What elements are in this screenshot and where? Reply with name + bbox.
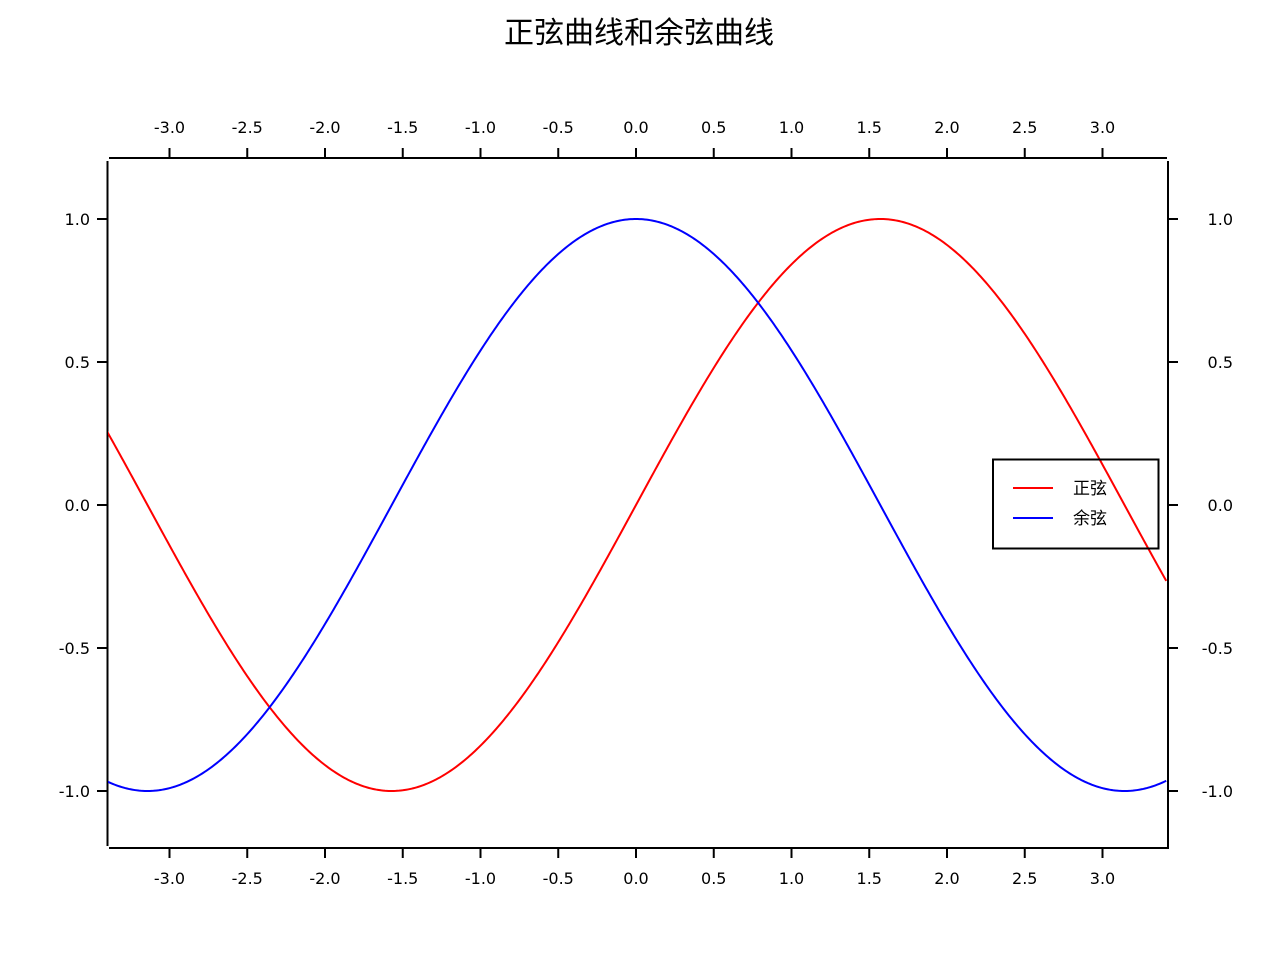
- x-tick-label-bottom: -2.0: [309, 869, 340, 888]
- x-tick-label-bottom: -2.5: [232, 869, 263, 888]
- y-tick-label-left: 0.0: [65, 496, 90, 515]
- x-axis-top-ticks: -3.0 -2.5 -2.0 -1.5 -1.0 -0.5 0.0 0.5 1.0 1.5 2.0 2…: [154, 118, 1115, 158]
- y-axis-right-ticks: 1.0 0.5 0.0 -0.5 -1.0: [1168, 210, 1233, 801]
- x-tick-label-bottom: 1.5: [857, 869, 882, 888]
- y-tick-label-right: 0.0: [1208, 496, 1233, 515]
- x-tick-label-bottom: 2.0: [934, 869, 959, 888]
- y-tick-label-right: 0.5: [1208, 353, 1233, 372]
- x-tick-label-top: 1.5: [857, 118, 882, 137]
- legend-box: [992, 458, 1160, 550]
- legend-label-cosine: 余弦: [1073, 509, 1107, 529]
- sine-series-line: [108, 217, 1168, 793]
- x-tick-label-bottom: 0.5: [701, 869, 726, 888]
- y-tick-label-right: -1.0: [1202, 782, 1233, 801]
- series-layer: [108, 217, 1168, 793]
- x-tick-label-top: 2.0: [934, 118, 959, 137]
- x-tick-label-top: -0.5: [543, 118, 574, 137]
- x-tick-label-top: -2.0: [309, 118, 340, 137]
- x-tick-label-top: -3.0: [154, 118, 185, 137]
- x-tick-label-top: -2.5: [232, 118, 263, 137]
- y-tick-label-left: -1.0: [59, 782, 90, 801]
- y-tick-label-left: -0.5: [59, 639, 90, 658]
- x-tick-label-bottom: -3.0: [154, 869, 185, 888]
- x-tick-label-bottom: 0.0: [623, 869, 648, 888]
- legend-label-sine: 正弦: [1073, 479, 1107, 499]
- x-tick-label-top: 0.5: [701, 118, 726, 137]
- x-tick-label-bottom: 2.5: [1012, 869, 1037, 888]
- x-axis-bottom-ticks: -3.0 -2.5 -2.0 -1.5 -1.0 -0.5 0.0 0.5 1.0 1.5 2.0 2…: [154, 848, 1115, 888]
- x-tick-label-top: 2.5: [1012, 118, 1037, 137]
- x-tick-label-bottom: -1.0: [465, 869, 496, 888]
- x-tick-label-bottom: -1.5: [387, 869, 418, 888]
- x-tick-label-bottom: 3.0: [1090, 869, 1115, 888]
- x-tick-label-bottom: 1.0: [779, 869, 804, 888]
- y-tick-label-left: 0.5: [65, 353, 90, 372]
- x-tick-label-top: 3.0: [1090, 118, 1115, 137]
- x-tick-label-bottom: -0.5: [543, 869, 574, 888]
- x-tick-label-top: 0.0: [623, 118, 648, 137]
- cosine-series-line: [108, 217, 1167, 793]
- x-tick-label-top: 1.0: [779, 118, 804, 137]
- x-tick-label-top: -1.5: [387, 118, 418, 137]
- chart-title: 正弦曲线和余弦曲线: [504, 16, 774, 51]
- y-tick-label-right: 1.0: [1208, 210, 1233, 229]
- y-axis-left-ticks: 1.0 0.5 0.0 -0.5 -1.0: [59, 210, 107, 801]
- y-tick-label-right: -0.5: [1202, 639, 1233, 658]
- x-tick-label-top: -1.0: [465, 118, 496, 137]
- y-tick-label-left: 1.0: [65, 210, 90, 229]
- legend: 正弦 余弦: [992, 458, 1160, 550]
